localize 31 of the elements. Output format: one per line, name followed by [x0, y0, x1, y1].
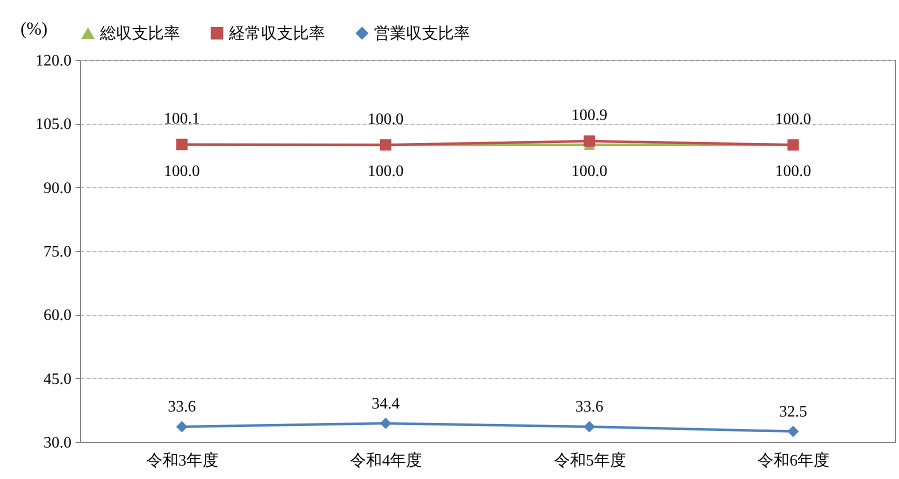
point [787, 426, 799, 438]
data-label: 34.4 [372, 395, 400, 412]
y-axis-title: (%) [20, 18, 48, 38]
legend-label: 総収支比率 [99, 24, 180, 42]
legend-label: 経常収支比率 [228, 24, 325, 42]
data-label: 33.6 [575, 398, 604, 416]
y-tick-label: 45.0 [44, 370, 72, 388]
data-label: 100.0 [571, 162, 608, 180]
y-tick-label: 90.0 [44, 180, 72, 197]
data-label: 100.1 [164, 110, 200, 128]
legend-label: 営業収支比率 [374, 24, 470, 42]
data-label: 100.0 [368, 110, 404, 128]
data-label: 33.6 [168, 398, 196, 416]
data-label: 100.9 [571, 107, 608, 124]
point [584, 421, 596, 432]
data-label: 32.5 [779, 403, 808, 420]
y-tick-label: 30.0 [44, 434, 72, 452]
y-tick-label: 60.0 [44, 307, 72, 324]
data-label: 100.0 [164, 162, 200, 180]
x-tick-label: 令和3年度 [146, 452, 218, 470]
point [380, 418, 392, 430]
data-label: 100.0 [368, 162, 404, 180]
point [176, 421, 188, 432]
x-tick-label: 令和4年度 [350, 452, 422, 470]
y-tick-label: 75.0 [44, 244, 72, 260]
x-tick-label: 令和5年度 [554, 452, 626, 470]
y-tick-label: 105.0 [36, 116, 72, 134]
data-label: 100.0 [775, 162, 812, 180]
y-tick-label: 120.0 [36, 52, 72, 70]
data-label: 100.0 [775, 110, 812, 128]
x-tick-label: 令和6年度 [758, 452, 830, 470]
